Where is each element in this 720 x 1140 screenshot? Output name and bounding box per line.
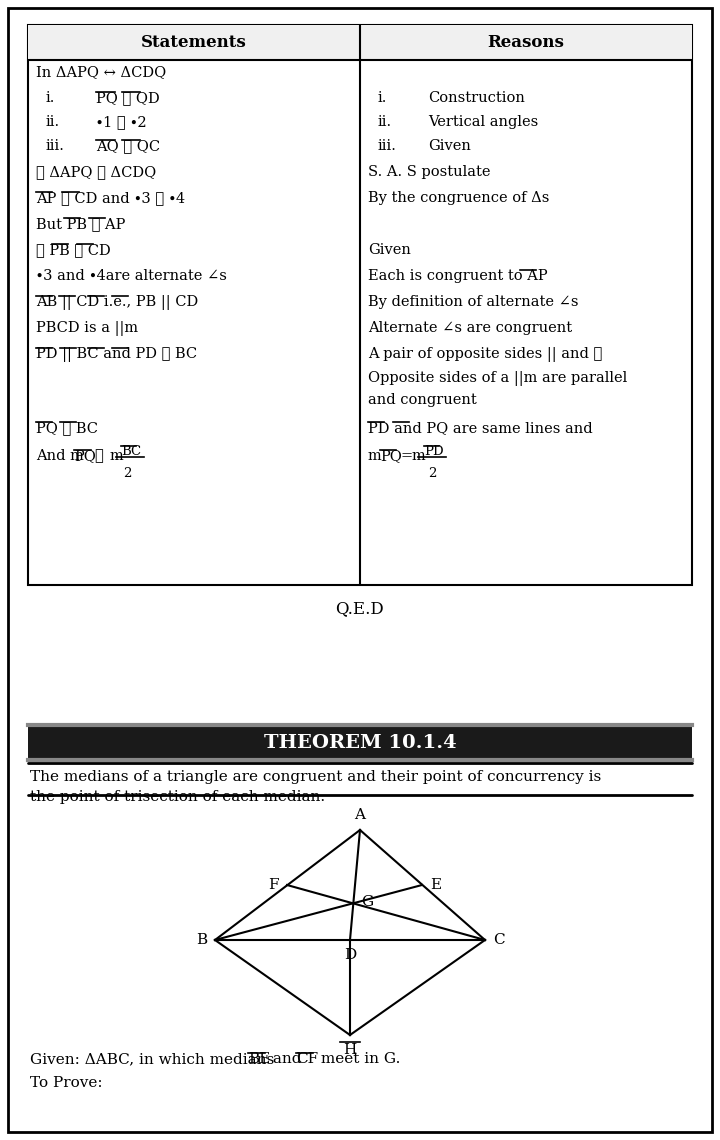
Text: H: H — [343, 1043, 356, 1057]
Text: ii.: ii. — [378, 115, 392, 129]
Text: But PB ≅ AP: But PB ≅ AP — [36, 217, 125, 231]
Text: AP ≅ CD and ∙3 ≅ ∙4: AP ≅ CD and ∙3 ≅ ∙4 — [36, 192, 185, 205]
Text: Reasons: Reasons — [487, 34, 564, 51]
Text: =: = — [400, 449, 412, 463]
Text: PBCD is a ||m: PBCD is a ||m — [36, 321, 138, 336]
Text: i.: i. — [378, 91, 387, 105]
Text: D: D — [344, 948, 356, 962]
Text: S. A. S postulate: S. A. S postulate — [368, 165, 490, 179]
Text: Vertical angles: Vertical angles — [428, 115, 539, 129]
Text: the point of trisection of each median.: the point of trisection of each median. — [30, 790, 325, 804]
Text: PD || BC and PD ≅ BC: PD || BC and PD ≅ BC — [36, 347, 197, 363]
Text: PQ: PQ — [380, 449, 402, 463]
Text: Alternate ∠s are congruent: Alternate ∠s are congruent — [368, 321, 572, 335]
Text: 2: 2 — [428, 467, 436, 480]
Text: 2: 2 — [123, 467, 131, 480]
Text: CF: CF — [296, 1052, 318, 1066]
Bar — [28, 25, 692, 60]
Text: The medians of a triangle are congruent and their point of concurrency is: The medians of a triangle are congruent … — [30, 770, 601, 784]
Text: ii.: ii. — [46, 115, 60, 129]
Text: Given: Given — [368, 243, 411, 256]
Text: ∴ PB ≅ CD: ∴ PB ≅ CD — [36, 243, 111, 256]
Text: BC: BC — [121, 445, 141, 458]
Text: Construction: Construction — [428, 91, 525, 105]
Text: PD: PD — [424, 445, 444, 458]
Text: m: m — [109, 449, 122, 463]
Text: ∴ ΔAPQ ≅ ΔCDQ: ∴ ΔAPQ ≅ ΔCDQ — [36, 165, 156, 179]
Text: PD and PQ are same lines and: PD and PQ are same lines and — [368, 421, 593, 435]
Text: PQ: PQ — [74, 449, 96, 463]
Text: ∙3 and ∙4are alternate ∠s: ∙3 and ∙4are alternate ∠s — [36, 269, 227, 283]
Text: THEOREM 10.1.4: THEOREM 10.1.4 — [264, 733, 456, 751]
Text: To Prove:: To Prove: — [30, 1076, 103, 1090]
Text: Opposite sides of a ||m are parallel: Opposite sides of a ||m are parallel — [368, 370, 627, 386]
Text: B: B — [196, 933, 207, 947]
Text: Each is congruent to AP: Each is congruent to AP — [368, 269, 548, 283]
Text: A pair of opposite sides || and ≅: A pair of opposite sides || and ≅ — [368, 347, 602, 363]
Text: ∙1 ≅ ∙2: ∙1 ≅ ∙2 — [96, 115, 147, 129]
Text: m: m — [368, 449, 382, 463]
Text: BE: BE — [248, 1052, 270, 1066]
Text: iii.: iii. — [378, 139, 397, 153]
Text: A: A — [354, 808, 366, 822]
Text: By the congruence of Δs: By the congruence of Δs — [368, 192, 549, 205]
Text: C: C — [493, 933, 505, 947]
Bar — [28, 25, 692, 585]
Text: Given: Given — [428, 139, 471, 153]
Text: By definition of alternate ∠s: By definition of alternate ∠s — [368, 295, 578, 309]
Text: AB || CD i.e., PB || CD: AB || CD i.e., PB || CD — [36, 295, 198, 310]
Text: i.: i. — [46, 91, 55, 105]
Text: PQ ≅ QD: PQ ≅ QD — [96, 91, 160, 105]
Text: G: G — [361, 895, 373, 909]
Text: E: E — [430, 878, 441, 891]
Text: Statements: Statements — [141, 34, 247, 51]
Text: ≅: ≅ — [94, 449, 103, 463]
Text: PQ ≅ BC: PQ ≅ BC — [36, 421, 98, 435]
Text: Given: ΔABC, in which medians: Given: ΔABC, in which medians — [30, 1052, 279, 1066]
Text: In ΔAPQ ↔ ΔCDQ: In ΔAPQ ↔ ΔCDQ — [36, 65, 166, 79]
Text: iii.: iii. — [46, 139, 65, 153]
Text: and congruent: and congruent — [368, 393, 477, 407]
Text: AQ ≅ QC: AQ ≅ QC — [96, 139, 160, 153]
Bar — [28, 725, 692, 760]
Text: m: m — [412, 449, 426, 463]
Text: and: and — [268, 1052, 307, 1066]
Text: Q.E.D: Q.E.D — [336, 600, 384, 617]
Text: meet in G.: meet in G. — [316, 1052, 400, 1066]
Text: F: F — [269, 878, 279, 891]
Text: And m: And m — [36, 449, 84, 463]
